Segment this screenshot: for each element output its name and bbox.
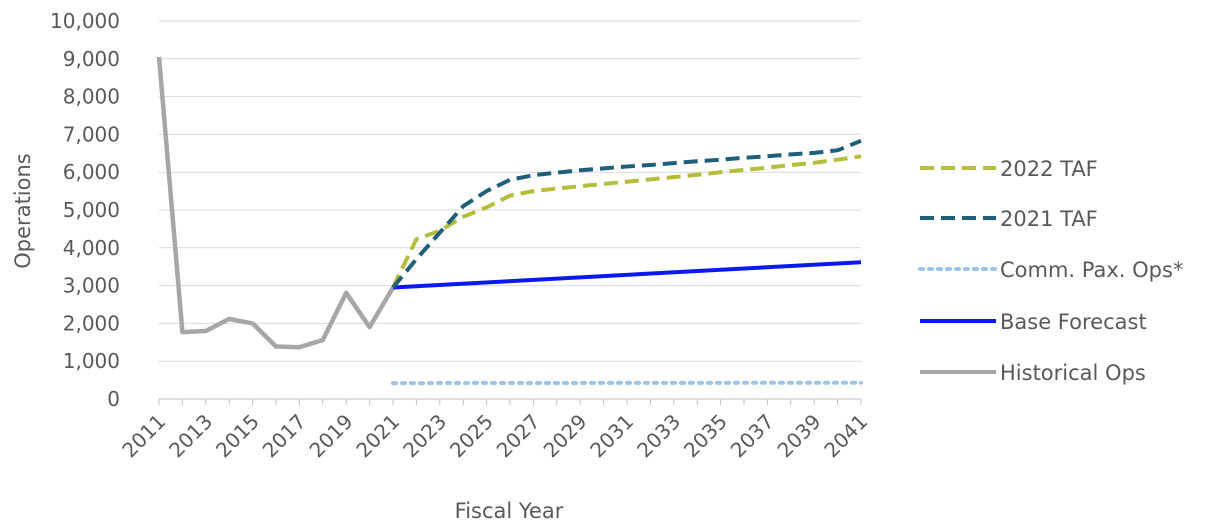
y-tick-label: 0 (107, 387, 120, 411)
x-tick-label: 2017 (258, 409, 311, 462)
x-tick-label: 2031 (585, 409, 638, 462)
x-tick-label: 2015 (211, 409, 264, 462)
x-tick-label: 2039 (773, 409, 826, 462)
y-tick-label: 7,000 (63, 122, 120, 146)
series-line-historical-ops (156, 56, 395, 350)
y-tick-label: 2,000 (63, 311, 120, 335)
legend: 2022 TAF 2021 TAF Comm. Pax. Ops* Base Fore… (918, 157, 1183, 385)
legend-label: Base Forecast (1000, 310, 1147, 334)
x-tick-label: 2033 (632, 409, 685, 462)
x-tick-label: 2021 (351, 409, 404, 462)
grid (159, 20, 861, 362)
legend-label: Historical Ops (1000, 361, 1146, 385)
y-axis-title: Operations (11, 153, 35, 268)
legend-label: 2021 TAF (1000, 207, 1098, 231)
x-tick-label: 2023 (398, 409, 451, 462)
y-tick-label: 9,000 (63, 47, 120, 71)
y-tick-label: 3,000 (63, 274, 120, 298)
x-axis-title: Fiscal Year (455, 499, 564, 523)
y-tick-label: 5,000 (63, 198, 120, 222)
legend-label: Comm. Pax. Ops* (1000, 258, 1183, 282)
x-tick-label: 2037 (726, 409, 779, 462)
x-tick-label: 2027 (492, 409, 545, 462)
y-tick-label: 1,000 (63, 349, 120, 373)
x-tick-label: 2019 (305, 409, 358, 462)
y-tick-label: 8,000 (63, 85, 120, 109)
x-tick-label: 2013 (164, 409, 217, 462)
x-tick-label: 2011 (117, 409, 170, 462)
x-tick-label: 2025 (445, 409, 498, 462)
x-tick-label: 2029 (539, 409, 592, 462)
x-tick-label: 2041 (819, 409, 872, 462)
x-tick-label: 2035 (679, 409, 732, 462)
legend-label: 2022 TAF (1000, 157, 1098, 181)
y-tick-label: 4,000 (63, 236, 120, 260)
y-tick-label: 10,000 (50, 9, 120, 33)
series-line-2022-taf (391, 154, 862, 289)
y-tick-label: 6,000 (63, 160, 120, 184)
series-line-base-forecast (392, 260, 862, 290)
series-line-2021-taf (391, 138, 862, 289)
series-layer (156, 56, 863, 386)
